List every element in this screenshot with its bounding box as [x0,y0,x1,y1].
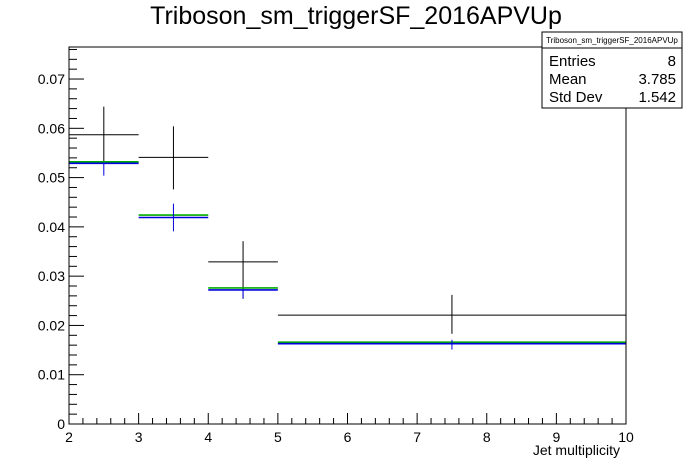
x-tick-label: 5 [274,429,282,445]
x-tick-label: 10 [618,429,634,445]
x-tick-label: 2 [65,429,73,445]
x-tick-label: 6 [344,429,352,445]
chart-title: Triboson_sm_triggerSF_2016APVUp [150,2,562,30]
stats-mean-value: 3.785 [638,71,676,88]
stats-stddev-label: Std Dev [549,89,603,106]
stats-box-title: Triboson_sm_triggerSF_2016APVUp [546,36,678,45]
y-tick-label: 0.05 [38,170,65,186]
stats-mean-label: Mean [549,71,587,88]
x-tick-label: 3 [135,429,143,445]
plot-frame [68,46,627,425]
y-tick-label: 0.03 [38,268,65,284]
stats-box: Triboson_sm_triggerSF_2016APVUp Entries … [541,31,683,109]
y-tick-label: 0.07 [38,71,65,87]
x-tick-label: 8 [483,429,491,445]
stats-box-frame [541,31,683,109]
y-tick-label: 0 [57,416,65,432]
x-tick-label: 9 [552,429,560,445]
y-tick-label: 0.02 [38,317,65,333]
stats-entries-value: 8 [668,53,676,70]
tick-labels: 2 3 4 5 6 7 8 9 10 0 0.01 0.02 0.03 0.04 0.05 0.06 0.07 [38,71,634,445]
x-tick-label: 7 [413,429,421,445]
axis-ticks [68,48,627,425]
data-marks [69,106,626,350]
y-tick-label: 0.01 [38,367,65,383]
x-tick-label: 4 [204,429,212,445]
y-tick-label: 0.06 [38,120,65,136]
stats-stddev-value: 1.542 [638,89,676,106]
stats-entries-label: Entries [549,53,596,70]
x-axis-label: Jet multiplicity [533,442,620,458]
y-tick-label: 0.04 [38,219,65,235]
